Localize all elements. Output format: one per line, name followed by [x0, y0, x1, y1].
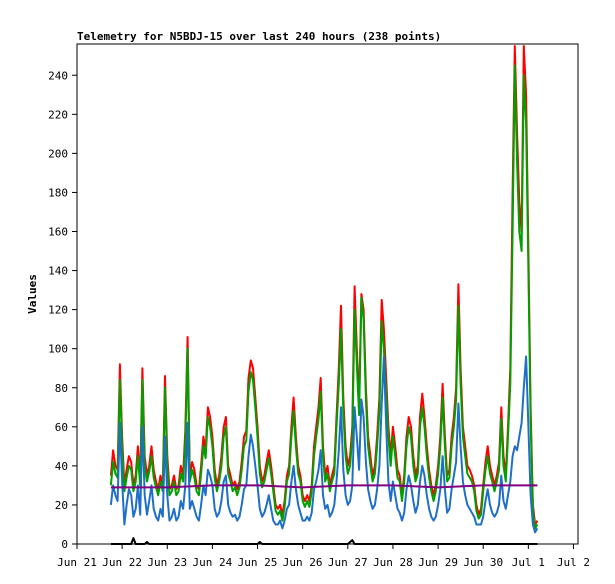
x-tick-label: Jun 30: [463, 556, 503, 569]
x-tick-label: Jun 24: [193, 556, 233, 569]
y-tick-label: 140: [48, 265, 68, 278]
x-tick-label: Jun 29: [418, 556, 458, 569]
y-tick-label: 200: [48, 147, 68, 160]
y-tick-label: 60: [55, 421, 68, 434]
x-tick-label: Jun 26: [283, 556, 323, 569]
y-axis-label: Values: [26, 274, 39, 314]
chart-title: Telemetry for N5BDJ-15 over last 240 hou…: [77, 30, 441, 43]
x-tick-label: Jun 25: [238, 556, 278, 569]
x-tick-label: Jun 23: [147, 556, 187, 569]
series-line-4: [110, 484, 538, 489]
series-line-1: [109, 45, 539, 526]
x-tick-label: Jun 27: [328, 556, 368, 569]
y-axis: 0 20 40 60 80 100 120 140 160 180 200 220 240: [48, 69, 77, 551]
x-axis: Jun 21 Jun 22 Jun 23 Jun 24 Jun 25 Jun 26 Jun …: [57, 544, 590, 569]
x-tick-label: Jul 2: [557, 556, 590, 569]
y-tick-label: 160: [48, 226, 68, 239]
x-tick-label: Jul 1: [512, 556, 545, 569]
y-tick-label: 240: [48, 69, 68, 82]
series-line-3: [109, 355, 539, 534]
y-tick-label: 40: [55, 460, 68, 473]
y-tick-label: 0: [61, 538, 68, 551]
series-line-2: [109, 64, 539, 530]
y-tick-label: 80: [55, 382, 68, 395]
series-layer: [109, 45, 539, 545]
y-tick-label: 20: [55, 499, 68, 512]
y-tick-label: 180: [48, 186, 68, 199]
x-tick-label: Jun 21: [57, 556, 97, 569]
x-tick-label: Jun 22: [102, 556, 142, 569]
series-line-5: [110, 537, 538, 545]
x-tick-label: Jun 28: [373, 556, 413, 569]
y-tick-label: 220: [48, 108, 68, 121]
y-tick-label: 120: [48, 304, 68, 317]
y-tick-label: 100: [48, 343, 68, 356]
